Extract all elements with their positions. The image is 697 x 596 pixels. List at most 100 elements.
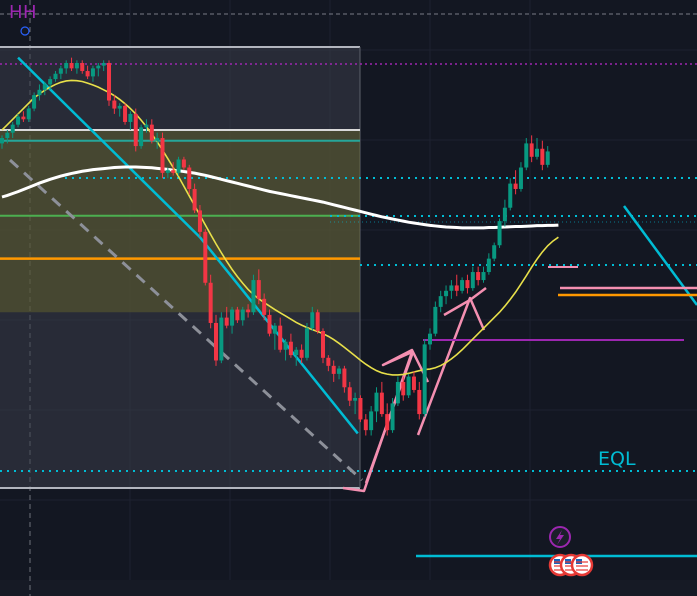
dashed-trend-diagonal	[8, 158, 364, 482]
candle-bear	[112, 100, 117, 109]
candle-bear	[235, 309, 240, 321]
candle-bear	[107, 63, 111, 101]
candle-bear	[476, 272, 481, 281]
candle-bear	[187, 167, 192, 189]
candle-bull	[26, 108, 31, 120]
lightning-bolt-icon	[556, 530, 564, 545]
candle-bear	[197, 210, 202, 232]
candle-bear	[256, 280, 261, 299]
candle-bear	[192, 188, 197, 211]
candle-bull	[535, 148, 539, 157]
candle-bull	[545, 151, 550, 165]
hh-marker-icon	[20, 26, 30, 36]
candle-bull	[117, 105, 122, 109]
candle-bear	[347, 387, 352, 401]
candle-bull	[337, 368, 342, 374]
candle-bear	[80, 63, 85, 72]
candle-bull	[294, 349, 299, 356]
candle-bull	[518, 167, 523, 189]
fib-box	[0, 47, 360, 488]
candle-bull	[444, 290, 449, 297]
candle-bear	[278, 325, 283, 350]
candle-bull	[481, 272, 486, 281]
candle-bull	[395, 381, 400, 404]
candle-bull	[438, 296, 443, 307]
candle-bear	[454, 285, 459, 291]
supply-zone	[0, 130, 360, 313]
candle-bull	[460, 280, 465, 291]
candle-bull	[90, 68, 95, 77]
sma-line	[1, 165, 559, 230]
bullish-leg-3	[416, 296, 486, 436]
candle-bear	[160, 138, 165, 173]
candle-bear	[208, 282, 213, 323]
candle-bear	[326, 357, 331, 366]
candle-bull	[428, 333, 432, 345]
candle-bull	[48, 79, 53, 85]
candle-bull	[96, 65, 101, 69]
hh-label: HH	[9, 2, 38, 23]
candle-bull	[422, 344, 427, 415]
candle-bull	[390, 403, 395, 431]
candle-bear	[513, 183, 518, 189]
candle-bull	[433, 306, 438, 334]
candle-bull	[272, 325, 277, 334]
candle-bull	[374, 392, 379, 412]
candle-bull	[230, 309, 235, 326]
candle-bull	[508, 183, 513, 208]
candle-bear	[149, 124, 154, 141]
candle-bear	[299, 349, 304, 358]
candle-bull	[32, 95, 37, 109]
candle-bear	[385, 414, 390, 431]
candle-bull	[369, 411, 374, 431]
candle-bull	[449, 285, 454, 291]
candle-bear	[358, 398, 363, 420]
candle-bear	[21, 116, 26, 120]
candle-bull	[53, 73, 58, 80]
candle-bull	[406, 376, 411, 396]
candle-bull	[10, 124, 15, 133]
candle-bear	[363, 419, 368, 431]
candle-bull	[176, 159, 181, 173]
candle-bear	[69, 63, 74, 69]
candle-bull	[283, 341, 288, 350]
candle-bull	[219, 317, 224, 361]
candle-bear	[540, 148, 545, 165]
candle-bull	[139, 127, 144, 147]
candle-bull	[64, 63, 69, 69]
candle-bear	[331, 365, 336, 374]
candle-bear	[465, 280, 470, 289]
candle-bull	[353, 398, 358, 401]
time-axis-strip	[0, 580, 697, 596]
candle-bull	[101, 63, 106, 66]
candle-bull	[144, 124, 149, 128]
candle-bull	[497, 221, 502, 246]
candle-bull	[5, 132, 10, 139]
candle-bear	[401, 381, 406, 396]
candle-bull	[42, 84, 47, 90]
eql-label: EQL	[598, 448, 636, 470]
candle-bear	[417, 389, 422, 415]
candle-bear	[321, 331, 325, 358]
candle-bear	[171, 170, 176, 173]
bullish-leg-1	[342, 348, 430, 493]
candle-bear	[262, 298, 267, 315]
candle-bull	[502, 207, 507, 222]
candle-bear	[133, 113, 138, 147]
candle-bear	[203, 231, 208, 283]
candle-bear	[214, 322, 218, 361]
candle-bull	[74, 63, 79, 69]
candle-bull	[0, 138, 4, 144]
candle-bear	[288, 341, 293, 356]
candle-bear	[246, 309, 251, 313]
candle-bull	[16, 116, 21, 125]
candle-bull	[155, 138, 160, 141]
candle-bull	[37, 89, 42, 96]
bullish-leg-4	[443, 287, 487, 317]
us-flag-icon	[570, 553, 594, 577]
candle-bull	[524, 143, 529, 168]
candle-bear	[85, 71, 90, 77]
candle-bull	[128, 113, 133, 122]
ema-line	[1, 79, 559, 376]
